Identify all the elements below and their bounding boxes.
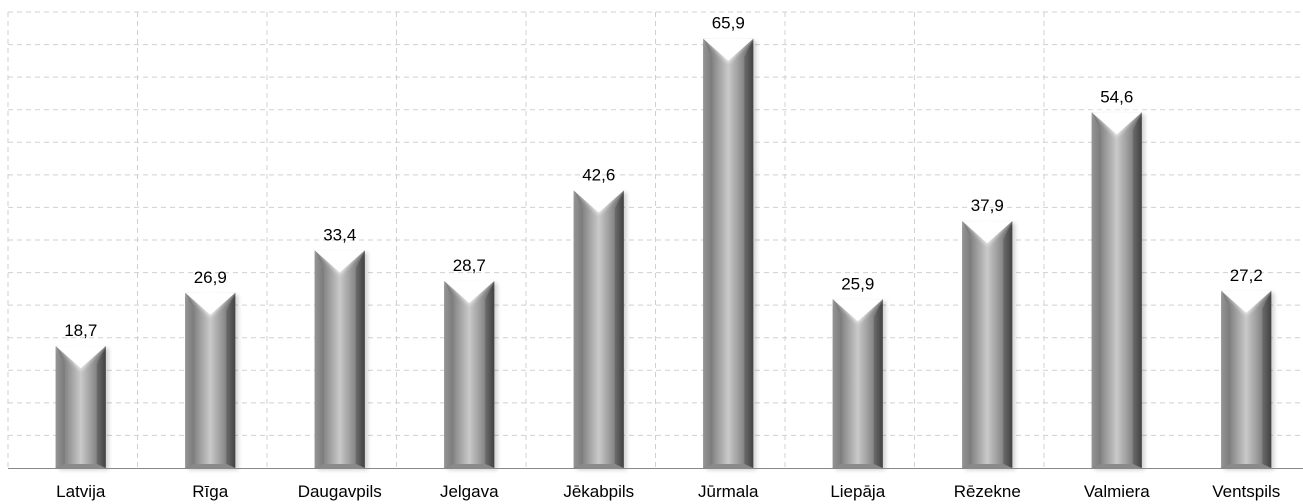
bar-bevel-left (573, 190, 583, 468)
data-label: 54,6 (1100, 87, 1133, 106)
bar-bevel-left (962, 221, 972, 468)
x-tick-label: Liepāja (830, 482, 885, 501)
bar-rēzekne (960, 218, 1016, 470)
bar-top-cap (573, 190, 624, 213)
bar-bevel-right (1132, 112, 1142, 468)
bars (53, 35, 1275, 471)
bar-top-cap (444, 281, 495, 304)
data-label: 25,9 (841, 274, 874, 293)
bar-bevel-bottom (314, 464, 365, 468)
x-tick-label: Valmiera (1084, 482, 1150, 501)
data-label: 37,9 (971, 196, 1004, 215)
bar-valmiera (1089, 109, 1145, 470)
bar-bevel-bottom (832, 464, 883, 468)
bar-bevel-bottom (185, 464, 236, 468)
bar-bevel-right (96, 346, 106, 468)
bar-bevel-bottom (1221, 464, 1272, 468)
bar-daugavpils (312, 247, 368, 470)
bar-top-cap (703, 38, 754, 61)
data-label: 26,9 (194, 268, 227, 287)
bar-bevel-right (226, 292, 236, 468)
bar-bevel-left (832, 299, 842, 468)
bar-top-cap (55, 346, 106, 369)
bar-bevel-right (873, 299, 883, 468)
bar-bevel-right (485, 281, 495, 468)
bar-bevel-bottom (55, 464, 106, 468)
bar-bevel-bottom (1091, 464, 1142, 468)
bar-top-cap (832, 299, 883, 322)
bar-bevel-bottom (703, 464, 754, 468)
bar-liepāja (830, 296, 886, 470)
bar-bevel-bottom (573, 464, 624, 468)
bar-bevel-left (55, 346, 65, 468)
bar-bevel-right (614, 190, 624, 468)
data-label: 33,4 (323, 225, 356, 244)
x-tick-labels: Latvija Rīga Daugavpils Jelgava Jēkabpils Jūr… (56, 482, 1280, 501)
bar-bevel-left (314, 250, 324, 468)
bar-bevel-left (703, 38, 713, 469)
bar-bevel-bottom (444, 464, 495, 468)
bar-top-cap (185, 292, 236, 315)
bar-top-cap (962, 221, 1013, 244)
bar-bevel-right (744, 38, 754, 469)
x-tick-label: Rēzekne (954, 482, 1021, 501)
data-label: 28,7 (453, 256, 486, 275)
bar-ventspils (1219, 287, 1275, 470)
x-tick-label: Ventspils (1212, 482, 1280, 501)
gridlines (7, 11, 1303, 468)
bar-latvija (53, 343, 109, 470)
x-tick-label: Jelgava (440, 482, 499, 501)
data-label: 42,6 (582, 165, 615, 184)
x-tick-label: Jēkabpils (563, 482, 634, 501)
bar-top-cap (1091, 112, 1142, 135)
bar-bevel-right (355, 250, 365, 468)
x-tick-label: Jūrmala (698, 482, 759, 501)
bar-bevel-left (1091, 112, 1101, 468)
data-label: 18,7 (64, 321, 97, 340)
bar-bevel-left (444, 281, 454, 468)
bar-jelgava (442, 278, 498, 470)
bar-jēkabpils (571, 187, 627, 470)
x-tick-label: Latvija (56, 482, 106, 501)
bar-bevel-right (1262, 290, 1272, 468)
bar-jūrmala (701, 35, 757, 471)
x-tick-label: Daugavpils (298, 482, 382, 501)
x-tick-label: Rīga (192, 482, 228, 501)
bar-top-cap (1221, 290, 1272, 313)
bar-top-cap (314, 250, 365, 273)
data-label: 27,2 (1230, 266, 1263, 285)
bar-bevel-bottom (962, 464, 1013, 468)
data-label: 65,9 (712, 14, 745, 33)
data-labels: 18,7 26,9 33,4 28,7 42,6 65,9 25,9 37,9 54,6 27,2 (64, 14, 1263, 340)
bar-rīga (183, 289, 239, 470)
bar-bevel-left (1221, 290, 1231, 468)
bar-bevel-left (185, 292, 195, 468)
bar-bevel-right (1003, 221, 1013, 468)
